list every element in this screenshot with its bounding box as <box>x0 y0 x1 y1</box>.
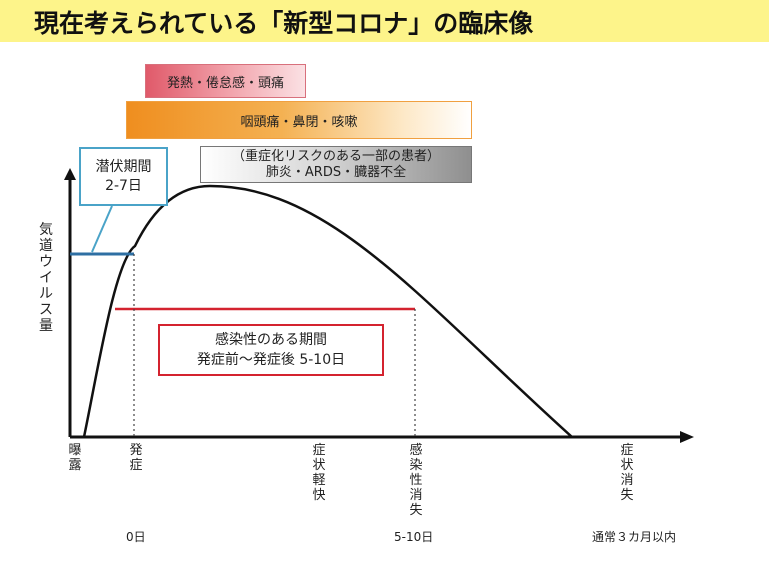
title-bar: 現在考えられている「新型コロナ」の臨床像 <box>0 0 769 42</box>
infectious-period-box: 感染性のある期間 発症前〜発症後 5-10日 <box>158 324 384 376</box>
incubation-title: 潜伏期間 <box>95 158 152 175</box>
x-axis-arrow <box>680 431 694 443</box>
tick-day5-10: 5-10日 <box>394 530 434 544</box>
severe-label-line2: 肺炎・ARDS・臓器不全 <box>265 164 407 180</box>
y-axis-label: 気道ウイルス量 <box>39 222 53 334</box>
throat-label: 咽頭痛・鼻閉・咳嗽 <box>240 114 358 130</box>
incubation-connector <box>91 205 113 253</box>
infectious-range: 発症前〜発症後 5-10日 <box>196 352 346 368</box>
viral-load-curve <box>82 184 573 438</box>
tick-day0: 0日 <box>126 530 146 544</box>
y-axis-arrow <box>64 168 76 180</box>
stage-exposure: 曝露 <box>68 443 82 473</box>
tick-three-months: 通常３カ月以内 <box>592 530 677 544</box>
symptom-bar-throat: 咽頭痛・鼻閉・咳嗽 <box>126 101 472 139</box>
infectious-title: 感染性のある期間 <box>215 332 327 348</box>
page-title: 現在考えられている「新型コロナ」の臨床像 <box>34 9 534 38</box>
stage-onset: 発症 <box>129 443 143 473</box>
stage-no-infectivity: 感染性消失 <box>409 443 423 518</box>
fever-label: 発熱・倦怠感・頭痛 <box>166 75 284 91</box>
symptom-bar-fever: 発熱・倦怠感・頭痛 <box>145 64 306 98</box>
incubation-box: 潜伏期間 2-7日 <box>79 147 168 206</box>
severe-label-line1: （重症化リスクのある一部の患者） <box>231 148 440 164</box>
stage-relief: 症状軽快 <box>312 443 326 503</box>
incubation-range: 2-7日 <box>105 177 142 194</box>
symptom-bar-severe: （重症化リスクのある一部の患者） 肺炎・ARDS・臓器不全 <box>200 146 472 183</box>
stage-recovery: 症状消失 <box>620 443 634 503</box>
